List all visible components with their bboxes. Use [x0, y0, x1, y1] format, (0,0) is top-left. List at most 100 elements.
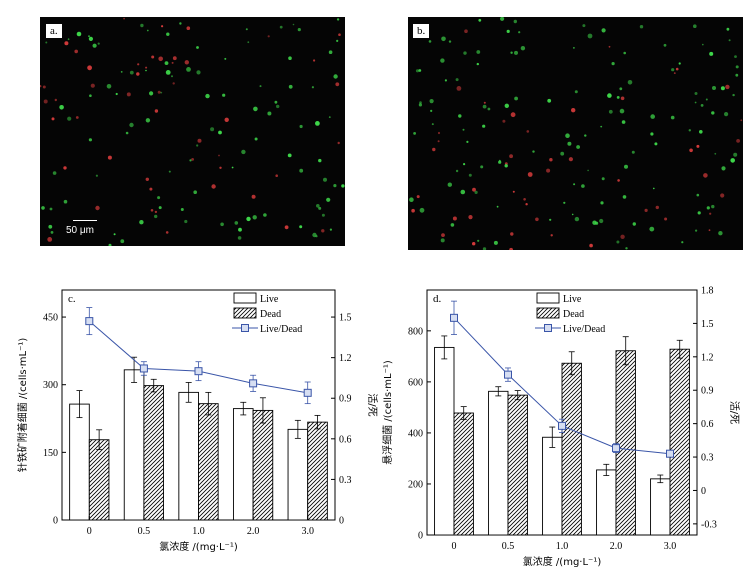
dead-cell-dot — [42, 85, 46, 89]
live-cell-dot — [678, 62, 681, 65]
legend-live-label: Live — [260, 294, 279, 305]
live-cell-dot — [341, 184, 345, 188]
live-cell-dot — [700, 104, 704, 107]
ratio-marker — [139, 364, 148, 373]
dead-cell-dot — [123, 17, 125, 20]
live-cell-dot — [88, 36, 93, 41]
live-cell-dot — [616, 96, 620, 99]
live-cell-dot — [711, 111, 715, 115]
dead-bar — [561, 362, 582, 536]
dead-cell-dot — [509, 247, 513, 250]
live-bar — [69, 403, 90, 521]
dead-bar — [669, 348, 690, 536]
dead-cell-dot — [675, 67, 679, 71]
live-bar — [650, 478, 671, 536]
left-tick-label: 0 — [418, 531, 423, 542]
live-cell-dot — [681, 241, 684, 244]
live-cell-dot — [694, 101, 697, 104]
live-cell-dot — [125, 131, 129, 135]
live-cell-dot — [431, 123, 434, 126]
live-cell-dot — [693, 24, 697, 28]
live-cell-dot — [599, 218, 604, 224]
live-cell-dot — [276, 104, 280, 109]
live-bar — [434, 346, 455, 536]
live-cell-dot — [730, 158, 735, 163]
live-cell-dot — [705, 98, 708, 101]
dead-cell-dot — [736, 139, 740, 143]
live-cell-dot — [323, 177, 327, 182]
dead-cell-dot — [620, 96, 625, 101]
live-cell-dot — [513, 19, 517, 24]
live-cell-dot — [67, 38, 70, 41]
dead-cell-dot — [673, 72, 676, 74]
live-cell-dot — [231, 166, 234, 169]
live-cell-dot — [336, 39, 339, 42]
live-cell-dot — [274, 100, 278, 104]
dead-cell-dot — [526, 130, 530, 133]
live-cell-dot — [288, 84, 293, 89]
dead-cell-dot — [644, 208, 648, 212]
live-cell-dot — [514, 50, 518, 55]
right-tick-label: 1.8 — [701, 286, 714, 297]
live-cell-dot — [292, 23, 295, 26]
dead-cell-dot — [664, 217, 668, 221]
live-cell-dot — [196, 70, 201, 75]
live-cell-dot — [241, 149, 246, 155]
live-cell-dot — [59, 105, 64, 110]
live-cell-dot — [726, 27, 730, 31]
live-cell-dot — [129, 122, 134, 128]
dead-cell-dot — [40, 85, 42, 88]
live-cell-dot — [428, 40, 432, 43]
live-cell-dot — [650, 114, 655, 119]
live-cell-dot — [312, 232, 317, 238]
live-cell-dot — [573, 183, 576, 186]
x-tick-label: 3.0 — [301, 526, 314, 537]
live-cell-dot — [259, 85, 262, 88]
live-cell-dot — [493, 240, 498, 245]
live-cell-dot — [735, 65, 739, 69]
dead-cell-dot — [432, 147, 436, 152]
live-cell-dot — [146, 29, 149, 32]
live-cell-dot — [728, 39, 731, 42]
live-cell-dot — [224, 57, 227, 60]
live-cell-dot — [463, 163, 466, 166]
dead-bar — [615, 350, 636, 536]
live-cell-dot — [252, 215, 257, 220]
live-cell-dot — [706, 206, 710, 210]
dead-cell-dot — [452, 216, 457, 221]
live-cell-dot — [76, 31, 82, 37]
live-cell-dot — [311, 86, 314, 89]
panel-label: c. — [68, 293, 76, 305]
dead-bar — [453, 412, 474, 536]
legend-ratio-label: Live/Dead — [260, 324, 302, 335]
x-tick-label: 2.0 — [610, 541, 623, 552]
x-tick-label: 1.0 — [556, 541, 569, 552]
live-cell-dot — [670, 115, 675, 120]
legend-live-swatch — [233, 292, 257, 304]
legend-live-label: Live — [563, 294, 582, 305]
dead-cell-dot — [472, 242, 476, 246]
live-cell-dot — [440, 58, 445, 63]
live-cell-dot — [253, 106, 258, 112]
dead-bar — [88, 439, 110, 521]
live-cell-dot — [514, 96, 518, 101]
panel-label: d. — [433, 293, 442, 305]
live-cell-dot — [702, 43, 704, 46]
dead-cell-dot — [75, 116, 79, 119]
left-tick-label: 800 — [408, 326, 423, 337]
live-cell-dot — [267, 111, 272, 116]
dead-cell-dot — [527, 172, 533, 177]
ratio-marker — [194, 367, 203, 376]
dead-cell-dot — [655, 205, 659, 210]
dead-cell-dot — [483, 101, 486, 104]
live-cell-dot — [688, 129, 691, 132]
live-cell-dot — [315, 121, 320, 126]
live-cell-dot — [460, 189, 466, 195]
live-cell-dot — [237, 236, 242, 240]
live-cell-dot — [115, 92, 118, 96]
legend-dead-swatch — [233, 307, 257, 319]
fluorescence-dots-a — [40, 17, 345, 246]
live-cell-dot — [732, 93, 735, 97]
live-cell-dot — [158, 206, 162, 210]
dead-bar — [252, 409, 274, 521]
